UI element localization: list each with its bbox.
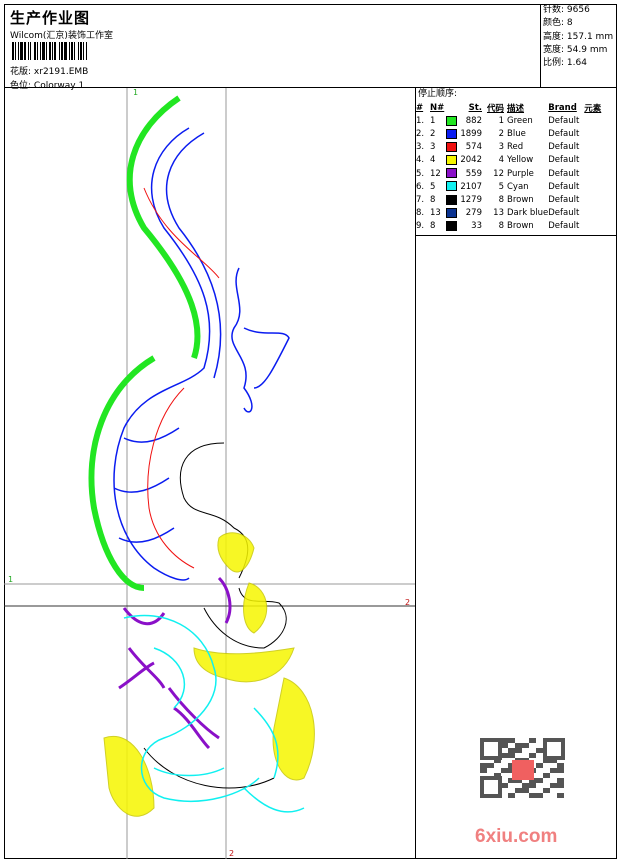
- table-row: 7. 8 1279 8 Brown Default: [416, 194, 580, 205]
- stat-width: 宽度: 54.9 mm: [543, 44, 608, 55]
- panel-divider: [416, 235, 617, 236]
- color-table: # N# St. 代码 描述 Brand 元素 1. 1 882 1 Green Defa…: [416, 101, 616, 233]
- table-row: 4. 4 2042 4 Yellow Default: [416, 155, 580, 166]
- table-row: 2. 2 1899 2 Blue Default: [416, 128, 580, 139]
- qr-code: [480, 738, 565, 798]
- colorway-label: 色位:: [10, 81, 32, 91]
- color-swatch: [446, 194, 457, 205]
- stats-box: 针数: 9656 颜色: 8 高度: 157.1 mm 宽度: 54.9 mm …: [540, 4, 617, 88]
- dragon-green-fins: [88, 95, 201, 591]
- table-row: 3. 3 574 3 Red Default: [416, 141, 580, 153]
- header: 生产作业图 Wilcom(汇京)装饰工作室 花版: xr2191.EMB 色位:…: [4, 4, 617, 91]
- table-row: 1. 1 882 1 Green Default: [416, 115, 580, 126]
- table-row: 6. 5 2107 5 Cyan Default: [416, 181, 580, 192]
- color-swatch: [446, 155, 457, 166]
- color-swatch: [446, 168, 457, 179]
- company-name: Wilcom(汇京)装饰工作室: [10, 31, 113, 41]
- page-title: 生产作业图: [10, 9, 91, 27]
- colorway-value: Colorway 1: [33, 81, 85, 91]
- sheet-frame: [4, 4, 617, 859]
- embroidery-preview: 1 1 2 2: [4, 88, 415, 859]
- design-label: 花版:: [10, 67, 32, 77]
- guide-label-v2: 2: [229, 849, 234, 858]
- guide-label-h2: 2: [405, 598, 410, 607]
- design-file: 花版: xr2191.EMB: [10, 64, 88, 77]
- stat-height: 高度: 157.1 mm: [543, 31, 614, 42]
- stop-sequence-caption: 停止顺序:: [418, 89, 458, 99]
- color-swatch: [446, 141, 457, 152]
- stop-sequence-panel: 停止顺序: # N# St. 代码 描述 Brand 元素 1. 1 882 1 Gre…: [416, 88, 617, 233]
- color-swatch: [446, 221, 457, 232]
- table-row: 8. 13 279 13 Dark blue Default: [416, 207, 580, 219]
- colorway: 色位: Colorway 1: [10, 78, 84, 91]
- stat-colors: 颜色: 8: [543, 18, 573, 29]
- color-swatch: [446, 181, 457, 192]
- dragon-purple-claws: [118, 576, 232, 750]
- dragon-red-outline: [143, 187, 220, 569]
- guide-label-h1: 1: [8, 575, 13, 584]
- table-row: 5. 12 559 12 Purple Default: [416, 168, 580, 179]
- design-canvas: 1 1 2 2: [4, 88, 416, 859]
- table-row: 9. 8 33 8 Brown Default: [416, 221, 580, 232]
- design-value: xr2191.EMB: [33, 67, 89, 77]
- table-header: # N# St. 代码 描述 Brand 元素: [416, 102, 602, 114]
- watermark-logo: 6xiu.com: [475, 826, 558, 847]
- dragon-cyan-tail: [123, 614, 305, 813]
- stat-stitches: 针数: 9656: [543, 5, 590, 15]
- color-swatch: [446, 207, 457, 218]
- barcode: [12, 42, 134, 60]
- guide-label-v1: 1: [133, 88, 138, 97]
- color-swatch: [446, 128, 457, 139]
- dragon-yellow-head: [103, 532, 315, 817]
- color-swatch: [446, 115, 457, 126]
- stat-scale: 比例: 1.64: [543, 58, 587, 69]
